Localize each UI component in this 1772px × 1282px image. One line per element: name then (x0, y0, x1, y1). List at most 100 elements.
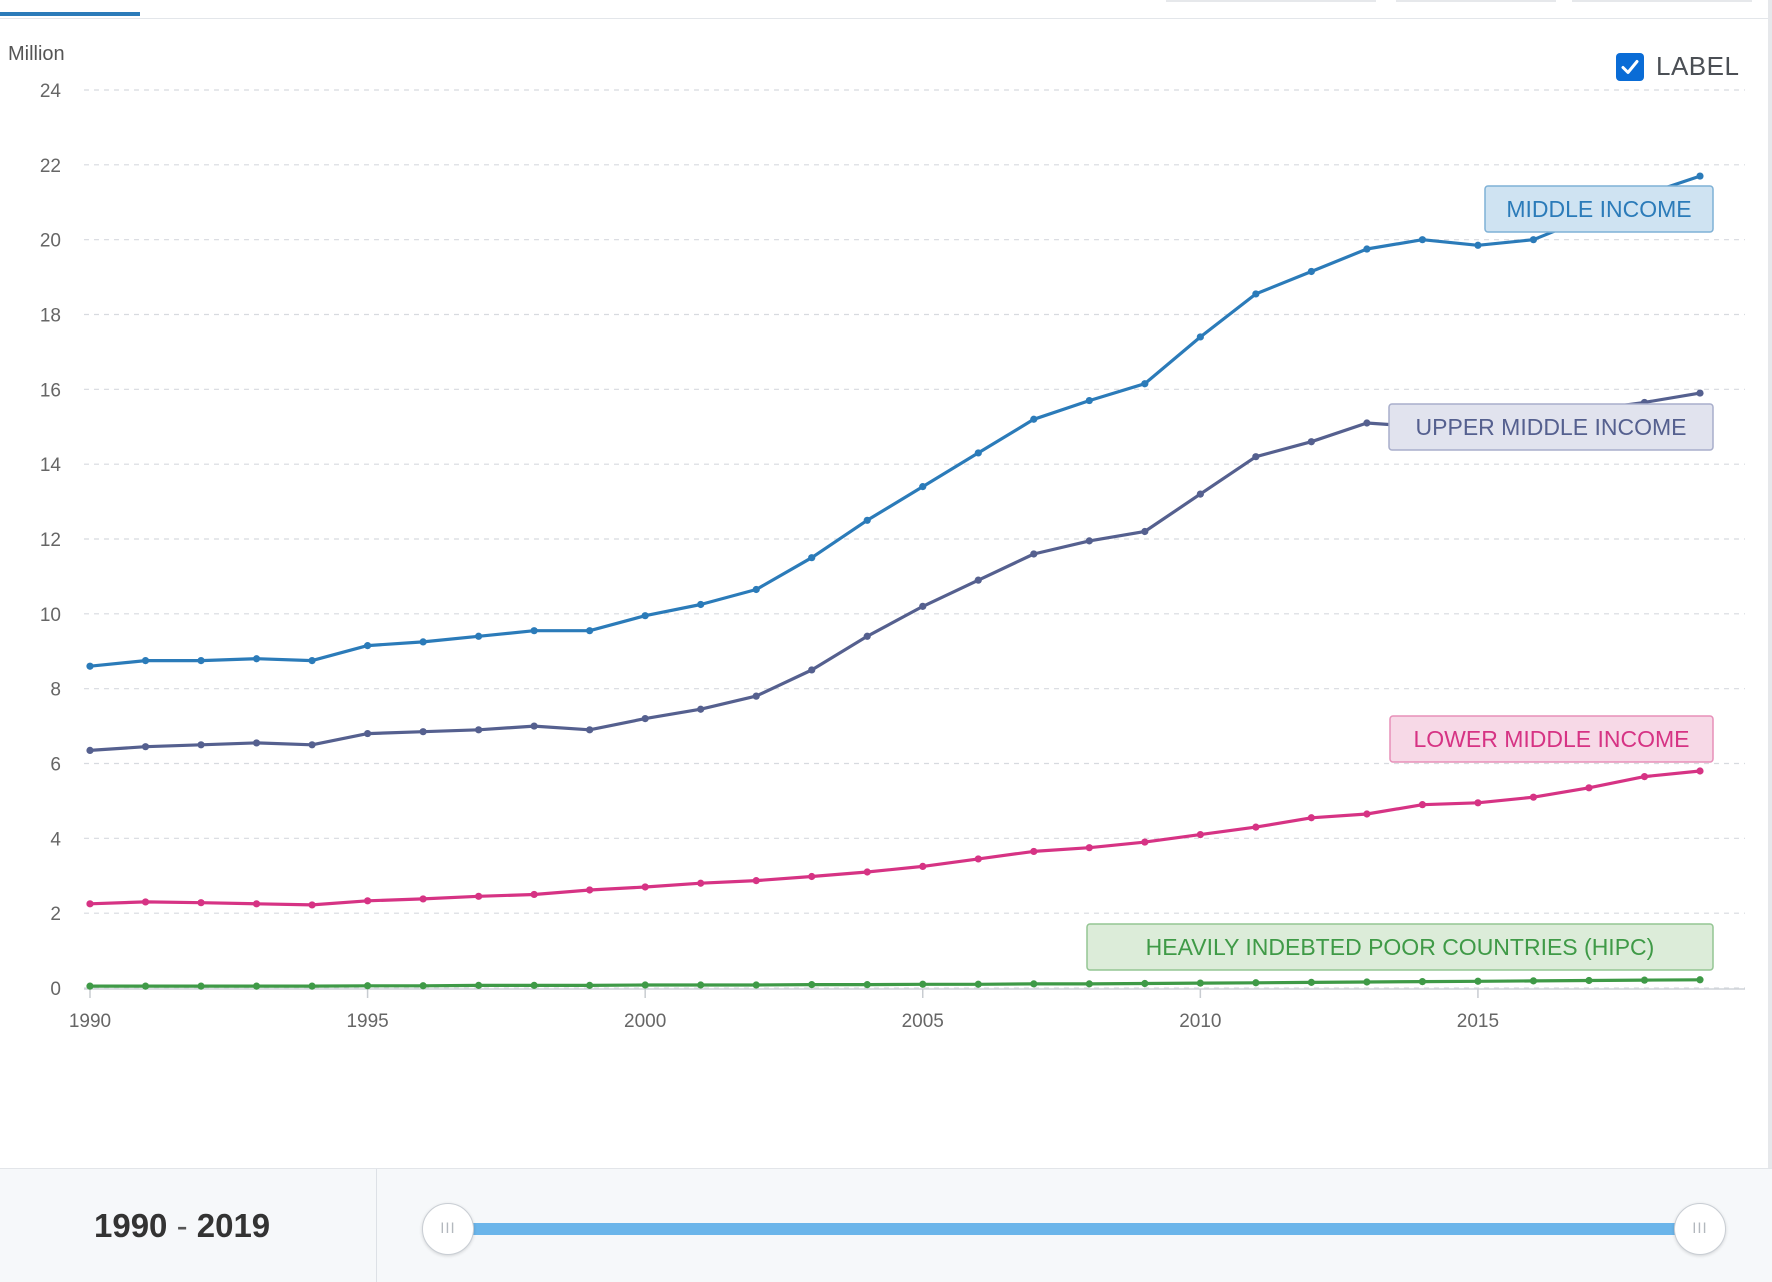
data-point (752, 877, 760, 885)
range-start-year: 1990 (94, 1207, 168, 1244)
data-point (197, 899, 205, 907)
data-point (1252, 453, 1260, 461)
data-point (1363, 810, 1371, 818)
series-label-box (1086, 923, 1714, 971)
data-point (863, 516, 871, 524)
y-tick-label: 4 (50, 829, 61, 850)
data-point (863, 981, 871, 989)
data-point (141, 898, 150, 906)
data-point (974, 980, 982, 988)
data-point (808, 872, 816, 881)
data-point (86, 982, 94, 990)
data-point (697, 600, 705, 609)
data-point (363, 897, 372, 905)
data-point (1585, 784, 1593, 792)
top-tab-strip (0, 0, 1772, 19)
data-point (1085, 537, 1093, 545)
y-tick-label: 10 (40, 605, 61, 626)
data-point (1141, 380, 1149, 388)
data-point (1030, 415, 1038, 423)
y-tick-label: 14 (40, 455, 62, 476)
data-point (1030, 550, 1038, 558)
year-range-display: 1990 - 2019 (94, 1207, 270, 1245)
grip-icon: III (1692, 1221, 1708, 1237)
data-point (1474, 799, 1482, 807)
data-point (308, 741, 316, 749)
data-point (808, 981, 816, 989)
data-point (1307, 814, 1315, 822)
data-point (308, 901, 316, 909)
data-point (1640, 772, 1649, 781)
data-point (1030, 980, 1038, 988)
data-point (308, 657, 316, 665)
data-point (1529, 793, 1538, 801)
data-point (697, 981, 705, 989)
data-point (1529, 236, 1538, 244)
data-point (141, 657, 150, 665)
data-point (252, 982, 261, 990)
y-tick-label: 0 (50, 979, 61, 1000)
data-point (752, 585, 760, 594)
data-point (1418, 801, 1427, 809)
data-point (641, 612, 649, 620)
x-tick-label: 2015 (1457, 1011, 1499, 1032)
series-line (88, 769, 1702, 907)
data-point (1141, 979, 1149, 988)
y-tick-label: 24 (40, 81, 62, 102)
series-label-text: HEAVILY INDEBTED POOR COUNTRIES (HIPC) (1146, 934, 1655, 960)
range-slider-end-handle[interactable]: III (1674, 1203, 1726, 1255)
data-point (1529, 977, 1538, 985)
data-point (1252, 979, 1260, 987)
scrollbar-edge[interactable] (1768, 0, 1772, 1168)
data-point (141, 743, 150, 751)
data-point (530, 627, 538, 635)
data-point (1196, 333, 1204, 341)
data-point (1141, 838, 1149, 846)
series-label-text: MIDDLE INCOME (1506, 196, 1691, 222)
y-tick-label: 22 (40, 156, 61, 177)
divider (376, 1169, 377, 1282)
data-point (197, 741, 205, 749)
data-point (475, 892, 483, 900)
data-point (974, 449, 982, 457)
checkmark-icon (1621, 59, 1639, 74)
label-checkbox[interactable] (1616, 52, 1644, 81)
data-point (1696, 976, 1704, 984)
data-point (1640, 976, 1649, 984)
tab-background[interactable] (1396, 0, 1556, 2)
data-point (641, 715, 649, 723)
active-tab-indicator (0, 12, 140, 16)
tab-background[interactable] (1572, 0, 1752, 2)
data-point (1252, 290, 1260, 298)
data-point (197, 657, 205, 665)
data-point (1307, 267, 1315, 276)
range-slider-track[interactable] (450, 1223, 1700, 1235)
data-point (530, 890, 538, 899)
data-point (863, 868, 871, 876)
label-toggle-text: LABEL (1656, 51, 1740, 81)
range-slider-start-handle[interactable]: III (422, 1203, 474, 1255)
data-point (919, 980, 927, 988)
series-label-text: LOWER MIDDLE INCOME (1413, 726, 1689, 752)
series-line (88, 978, 1702, 988)
y-tick-label: 6 (50, 755, 61, 776)
data-point (752, 981, 760, 989)
data-point (86, 662, 94, 670)
data-point (530, 981, 538, 989)
series-line (88, 174, 1702, 668)
data-point (1696, 389, 1704, 397)
data-point (1696, 172, 1704, 180)
data-point (1196, 830, 1204, 839)
data-point (1418, 978, 1427, 986)
series-label-box (1388, 403, 1714, 451)
data-point (252, 655, 261, 663)
data-point (1030, 847, 1038, 856)
data-point (697, 879, 705, 887)
x-tick-label: 1990 (69, 1011, 111, 1032)
data-point (363, 642, 372, 650)
x-tick-label: 2010 (1179, 1011, 1221, 1032)
label-toggle[interactable]: LABEL (1616, 51, 1739, 82)
data-point (1085, 980, 1093, 988)
data-point (863, 632, 871, 640)
tab-background[interactable] (1166, 0, 1376, 2)
